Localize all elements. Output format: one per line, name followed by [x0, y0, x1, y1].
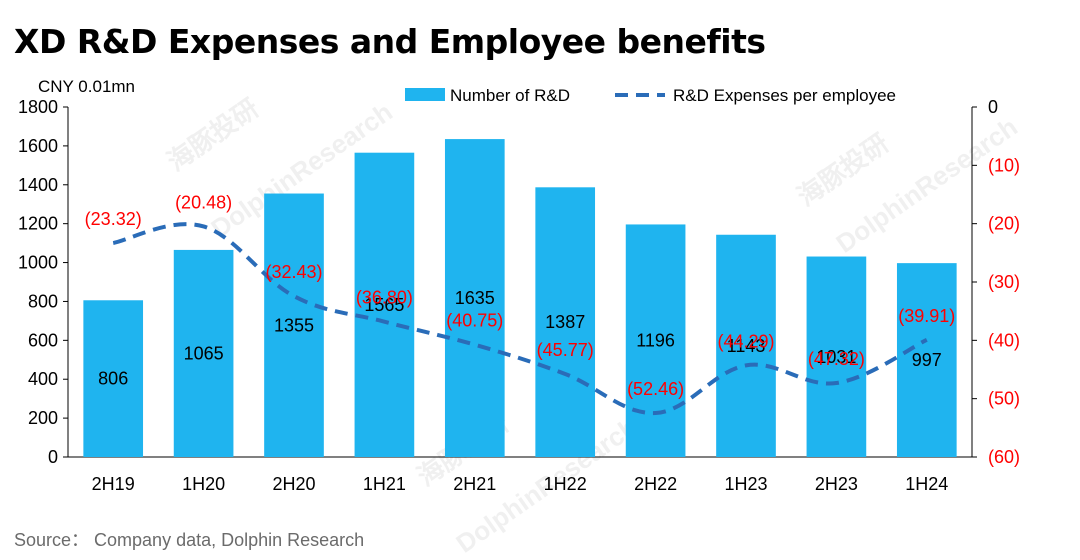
bar	[896, 263, 957, 457]
bar	[173, 249, 234, 457]
line-data-label: (39.91)	[898, 306, 955, 326]
bar-data-label: 806	[98, 369, 128, 389]
left-axis-tick-label: 0	[48, 447, 58, 467]
x-axis-tick-label: 1H22	[544, 474, 587, 494]
x-axis-tick-label: 2H19	[92, 474, 135, 494]
x-axis-tick-label: 1H23	[724, 474, 767, 494]
bar-data-label: 1355	[274, 315, 314, 335]
right-axis-tick-label: (50)	[988, 389, 1020, 409]
left-axis-tick-label: 1400	[18, 175, 58, 195]
line-data-label: (52.46)	[627, 379, 684, 399]
right-axis-tick-label: (10)	[988, 155, 1020, 175]
line-data-label: (44.29)	[717, 331, 774, 351]
legend-bar-label: Number of R&D	[450, 86, 570, 105]
bar	[535, 187, 596, 458]
left-axis-tick-label: 1600	[18, 136, 58, 156]
left-axis-tick-label: 1800	[18, 97, 58, 117]
bar	[716, 234, 776, 457]
left-axis-tick-label: 1000	[18, 253, 58, 273]
right-axis-tick-label: (30)	[988, 272, 1020, 292]
legend-line-label: R&D Expenses per employee	[673, 86, 896, 105]
left-axis-unit: CNY 0.01mn	[38, 77, 136, 96]
right-axis-tick-label: (40)	[988, 330, 1020, 350]
x-axis-tick-label: 1H20	[182, 474, 225, 494]
bar-data-label: 1635	[455, 288, 495, 308]
x-axis-tick-label: 2H21	[453, 474, 496, 494]
left-axis-tick-label: 200	[28, 408, 58, 428]
x-axis-tick-label: 2H22	[634, 474, 677, 494]
bar	[83, 300, 144, 457]
left-axis-tick-label: 800	[28, 291, 58, 311]
x-axis-tick-label: 2H20	[272, 474, 315, 494]
source-note: Source： Company data, Dolphin Research	[14, 530, 365, 550]
bar-data-label: 1031	[816, 347, 856, 367]
bar	[806, 256, 867, 457]
x-axis-tick-label: 1H24	[905, 474, 948, 494]
bar	[264, 193, 324, 457]
line-series-per-employee	[112, 222, 928, 416]
right-axis-tick-label: 0	[988, 97, 998, 117]
bar-data-label: 997	[912, 350, 942, 370]
bar-data-label: 1565	[364, 295, 404, 315]
line-data-label: (36.80)	[356, 288, 413, 308]
right-axis-tick-label: (20)	[988, 214, 1020, 234]
chart-title: XD R&D Expenses and Employee benefits	[14, 22, 766, 61]
bar-data-label: 1065	[184, 343, 224, 363]
bar	[444, 139, 505, 458]
bar-data-label: 1143	[727, 336, 766, 356]
bar	[625, 224, 686, 457]
bar-data-label: 1196	[636, 331, 675, 351]
right-axis-tick-label: (60)	[988, 447, 1020, 467]
line-data-label: (45.77)	[537, 340, 594, 360]
line-data-label: (40.75)	[446, 311, 503, 331]
line-data-label: (20.48)	[175, 192, 232, 212]
x-axis-tick-label: 2H23	[815, 474, 858, 494]
line-data-label: (47.32)	[808, 349, 865, 369]
line-data-label: (32.43)	[265, 262, 322, 282]
left-axis-tick-label: 400	[28, 369, 58, 389]
left-axis-tick-label: 600	[28, 330, 58, 350]
bar-data-label: 1387	[545, 312, 585, 332]
legend-bar-swatch	[405, 88, 445, 101]
bar	[354, 152, 415, 457]
left-axis-tick-label: 1200	[18, 214, 58, 234]
line-data-label: (23.32)	[85, 209, 142, 229]
x-axis-tick-label: 1H21	[363, 474, 406, 494]
